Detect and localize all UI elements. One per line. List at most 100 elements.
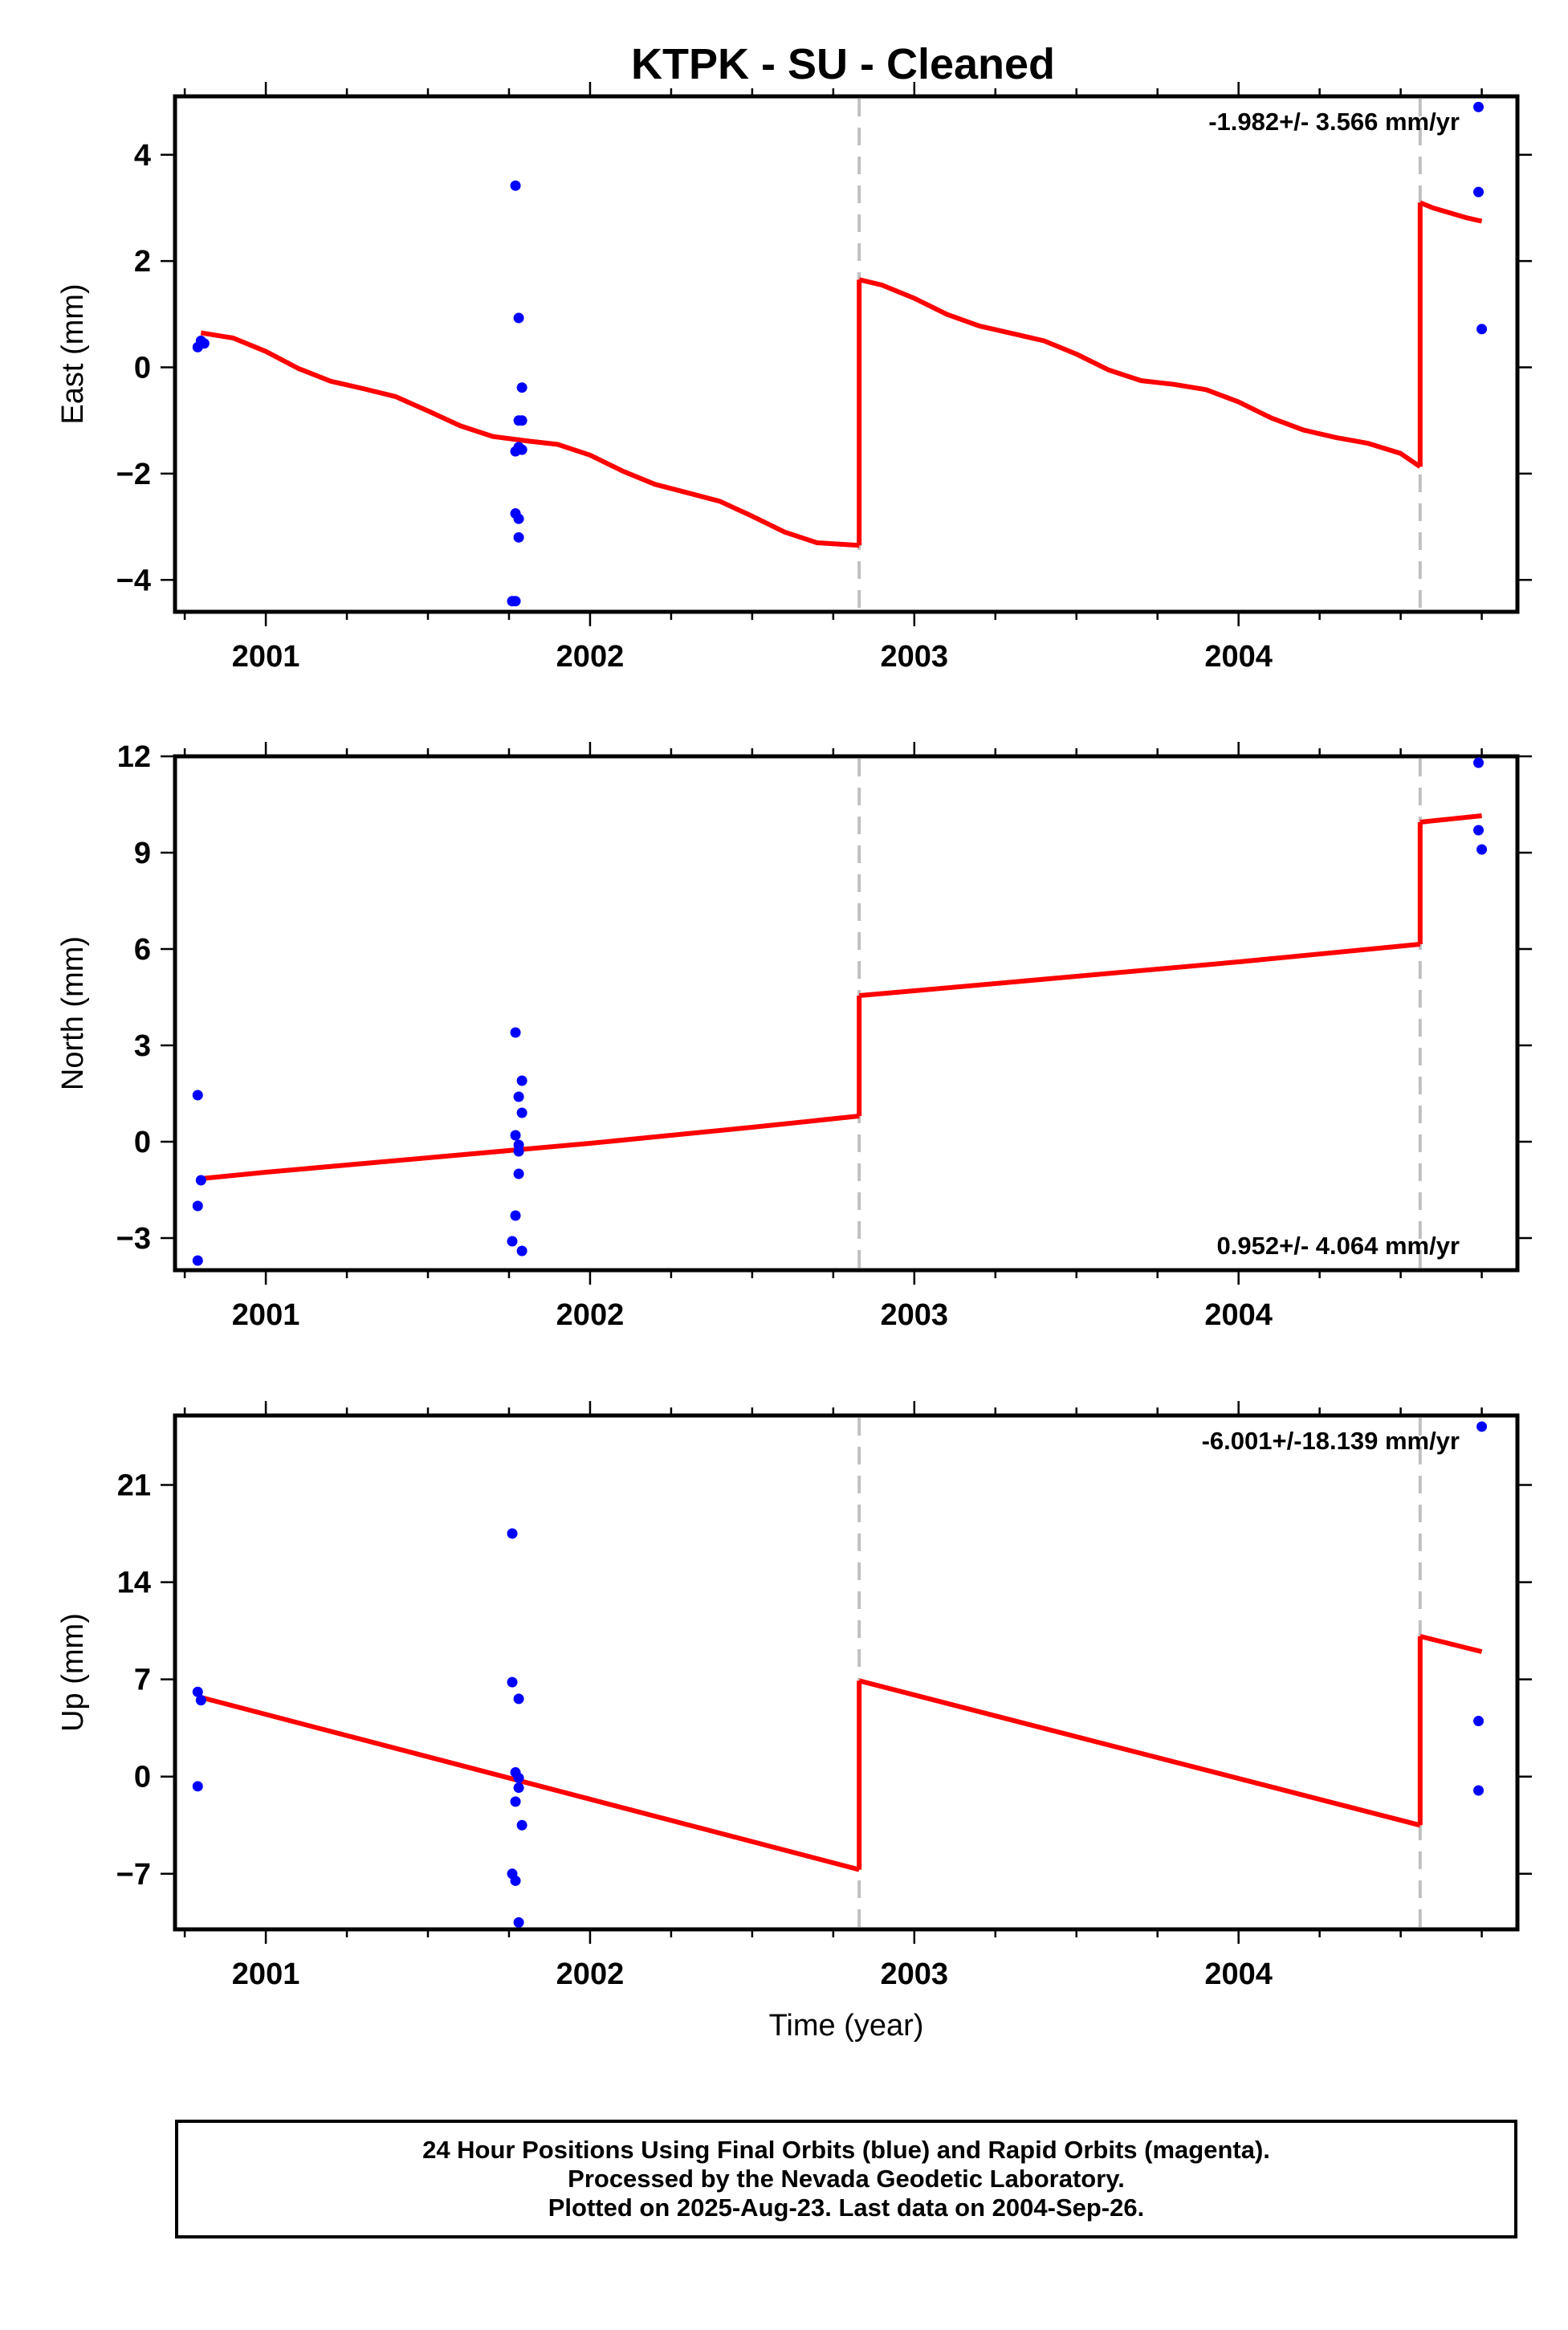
east-data-point bbox=[516, 382, 527, 393]
east-x-tick-label: 2003 bbox=[881, 640, 949, 674]
north-y-tick-label: −3 bbox=[116, 1222, 151, 1256]
up-data-point bbox=[195, 1695, 206, 1706]
east-model-line bbox=[1419, 200, 1483, 224]
north-y-tick-label: 3 bbox=[134, 1029, 151, 1063]
up-y-axis-title: Up (mm) bbox=[56, 1613, 90, 1732]
up-data-point bbox=[516, 1819, 527, 1831]
chart-title: KTPK - SU - Cleaned bbox=[631, 40, 1055, 88]
up-x-tick-label: 2004 bbox=[1204, 1957, 1273, 1991]
east-x-tick-label: 2002 bbox=[556, 640, 625, 674]
east-panel: 2001 2002 2003 2004 −4 −2 0 2 4 East (mm) -1.982+/… bbox=[56, 82, 1532, 674]
north-x-tick-label: 2003 bbox=[881, 1298, 949, 1332]
up-x-tick-label: 2001 bbox=[232, 1957, 300, 1991]
caption-line-1: 24 Hour Positions Using Final Orbits (bl… bbox=[422, 2136, 1270, 2164]
east-data-point bbox=[516, 444, 527, 455]
north-data-point bbox=[513, 1091, 524, 1102]
north-data-point bbox=[516, 1107, 527, 1118]
up-data-point bbox=[513, 1772, 524, 1783]
north-data-point bbox=[510, 1027, 521, 1038]
north-y-tick-label: 0 bbox=[134, 1126, 151, 1159]
east-data-point bbox=[198, 338, 210, 349]
north-data-point bbox=[195, 1175, 206, 1186]
north-model-line bbox=[858, 942, 1421, 998]
east-x-tick-label: 2004 bbox=[1204, 640, 1273, 674]
up-x-tick-label: 2003 bbox=[881, 1957, 949, 1991]
east-model-line bbox=[858, 277, 1422, 469]
north-y-tick-label: 9 bbox=[134, 837, 151, 870]
north-data-point bbox=[513, 1139, 524, 1151]
east-y-tick-label: −4 bbox=[116, 564, 151, 597]
up-rate-label: -6.001+/-18.139 mm/yr bbox=[1202, 1427, 1460, 1455]
north-y-axis-title: North (mm) bbox=[56, 936, 90, 1090]
up-data-point bbox=[510, 1875, 521, 1886]
north-data-point bbox=[516, 1075, 527, 1086]
east-y-tick-label: 2 bbox=[134, 245, 151, 279]
east-y-axis-title: East (mm) bbox=[56, 283, 90, 424]
north-x-tick-label: 2002 bbox=[556, 1298, 625, 1332]
north-data-point bbox=[1476, 844, 1488, 855]
caption-box: 24 Hour Positions Using Final Orbits (bl… bbox=[175, 2120, 1517, 2238]
north-panel: 2001 2002 2003 2004 −3 0 3 6 9 12 North (mm) 0.952+… bbox=[56, 740, 1532, 1332]
up-data-point bbox=[513, 1693, 524, 1705]
north-data-point bbox=[510, 1210, 521, 1221]
east-data-point bbox=[1473, 186, 1485, 198]
east-model-line bbox=[200, 330, 860, 548]
east-rate-label: -1.982+/- 3.566 mm/yr bbox=[1208, 108, 1460, 136]
north-rate-label: 0.952+/- 4.064 mm/yr bbox=[1217, 1232, 1460, 1260]
north-data-point bbox=[192, 1200, 203, 1212]
up-data-point bbox=[510, 1796, 521, 1807]
up-data-point bbox=[192, 1781, 203, 1792]
up-data-point bbox=[513, 1782, 524, 1794]
caption-line-2: Processed by the Nevada Geodetic Laborat… bbox=[568, 2165, 1125, 2193]
caption-line-3: Plotted on 2025-Aug-23. Last data on 200… bbox=[548, 2194, 1145, 2222]
north-y-tick-label: 12 bbox=[117, 740, 151, 774]
up-plot-frame bbox=[173, 1413, 1520, 1932]
north-y-tick-label: 6 bbox=[134, 933, 151, 967]
up-data-point bbox=[507, 1528, 518, 1539]
north-x-tick-label: 2001 bbox=[232, 1298, 300, 1332]
east-data-point bbox=[510, 180, 521, 191]
north-model-line bbox=[1419, 813, 1482, 825]
up-model-line bbox=[1419, 1634, 1483, 1655]
east-y-tick-label: −2 bbox=[116, 458, 151, 491]
up-y-tick-label: 14 bbox=[117, 1566, 151, 1600]
north-data-point bbox=[513, 1168, 524, 1179]
east-plot-frame bbox=[173, 94, 1520, 614]
up-x-tick-label: 2002 bbox=[556, 1957, 625, 1991]
up-data-point bbox=[1476, 1421, 1488, 1432]
east-y-tick-label: 0 bbox=[134, 352, 151, 385]
up-y-tick-label: −7 bbox=[116, 1858, 151, 1892]
north-model-line bbox=[201, 1114, 860, 1181]
up-y-tick-label: 0 bbox=[134, 1761, 151, 1794]
north-data-point bbox=[510, 1130, 521, 1141]
east-data-point bbox=[513, 312, 524, 324]
up-data-point bbox=[513, 1917, 524, 1928]
north-data-point bbox=[507, 1236, 518, 1247]
north-data-point bbox=[192, 1090, 203, 1101]
east-y-tick-label: 4 bbox=[134, 139, 151, 173]
east-data-point bbox=[513, 532, 524, 543]
east-data-point bbox=[513, 513, 524, 524]
up-data-point bbox=[507, 1676, 518, 1688]
east-x-tick-label: 2001 bbox=[232, 640, 300, 674]
up-model-line bbox=[200, 1695, 860, 1872]
north-data-point bbox=[1473, 757, 1485, 768]
up-panel: 2001 2002 2003 2004 −7 0 7 14 21 Up (mm) -6.001+/-… bbox=[56, 1401, 1532, 1991]
up-data-point bbox=[192, 1686, 203, 1697]
north-data-point bbox=[1473, 825, 1485, 836]
east-data-point bbox=[1473, 101, 1485, 112]
north-x-tick-label: 2004 bbox=[1204, 1298, 1273, 1332]
up-model-line bbox=[858, 1678, 1421, 1828]
north-data-point bbox=[516, 1245, 527, 1257]
east-data-point bbox=[507, 596, 518, 607]
x-axis-title: Time (year) bbox=[769, 2009, 924, 2043]
up-y-tick-label: 21 bbox=[117, 1468, 151, 1502]
east-data-point bbox=[516, 415, 527, 426]
up-data-point bbox=[1473, 1785, 1485, 1796]
east-data-point bbox=[1476, 324, 1488, 335]
north-data-point bbox=[192, 1255, 203, 1266]
north-plot-frame bbox=[173, 754, 1520, 1273]
up-y-tick-label: 7 bbox=[134, 1664, 151, 1697]
up-data-point bbox=[1473, 1716, 1485, 1727]
